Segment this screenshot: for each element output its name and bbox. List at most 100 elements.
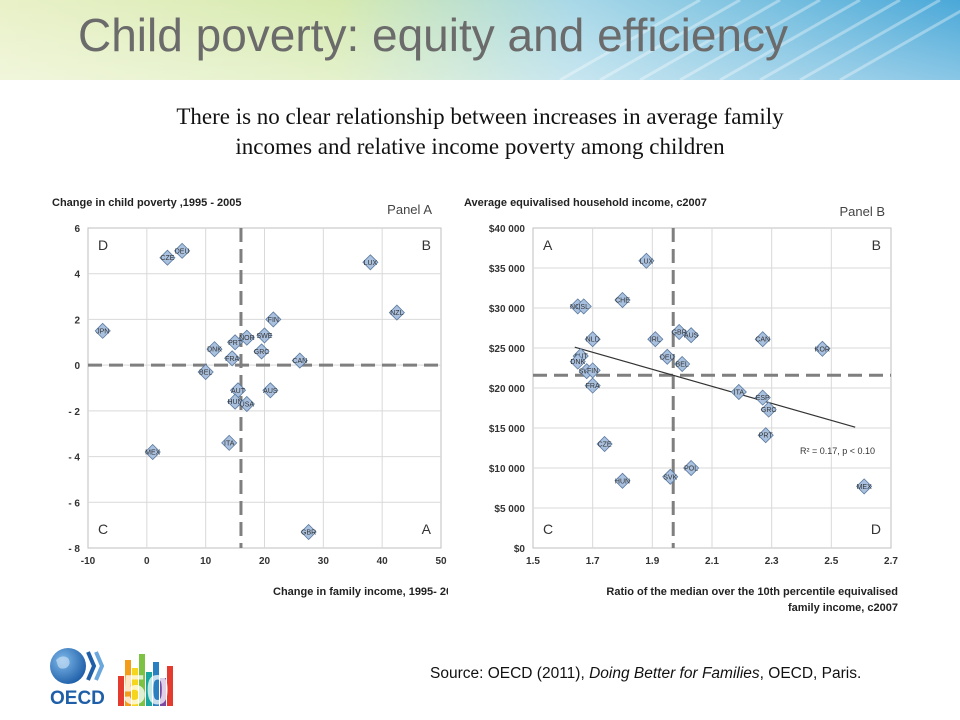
a-ytick-label: - 6: [68, 498, 80, 509]
a-point-aus: [262, 382, 279, 399]
panel-b-title: Average equivalised household income, c2…: [464, 197, 707, 209]
fifty-bar: [146, 672, 152, 706]
b-point-dnk: [569, 353, 586, 370]
panel-b-label: Panel B: [839, 204, 885, 219]
a-point-usa: [238, 395, 255, 413]
a-xtick-label: 20: [259, 556, 271, 567]
panel-a-label: Panel A: [387, 202, 432, 217]
b-xtick-label: 1.7: [586, 556, 600, 567]
a-point-label-mex: MEX: [145, 450, 161, 457]
b-point-label-prt: PRT: [759, 433, 774, 440]
b-point-label-hun: HUN: [615, 478, 630, 485]
b-point-label-irl: IRL: [650, 337, 661, 344]
b-point-fra: [584, 377, 601, 394]
b-ytick-label: $10 000: [489, 464, 526, 475]
b-xtick-label: 2.7: [884, 556, 898, 567]
b-point-label-deu: DEU: [660, 354, 675, 361]
b-point-label-pol: POL: [684, 466, 698, 473]
b-point-che: [614, 291, 631, 309]
panel-b-xlabel-line-1: Ratio of the median over the 10th percen…: [606, 586, 898, 598]
source-suffix: , OECD, Paris.: [759, 665, 862, 682]
a-point-label-fra: FRA: [225, 356, 239, 363]
a-ytick-label: 4: [74, 270, 80, 281]
a-point-label-aus: AUS: [263, 388, 278, 395]
b-point-isl: [575, 298, 592, 315]
a-point-label-jpn: JPN: [96, 328, 109, 335]
a-point-bel: [197, 363, 214, 381]
a-xtick-label: 40: [377, 556, 389, 567]
b-point-pol: [683, 459, 700, 477]
b-point-label-fra: FRA: [586, 383, 600, 390]
b-point-lux: [638, 252, 655, 269]
a-quadrant-d: D: [98, 237, 108, 253]
a-xtick-label: -10: [81, 556, 96, 567]
panel-a-xlabel: Change in family income, 1995- 2005: [273, 586, 448, 598]
a-point-nor: [238, 329, 255, 346]
fifty-bar: [132, 668, 138, 706]
a-point-label-ita: ITA: [224, 440, 235, 447]
b-point-label-cze: CZE: [598, 442, 612, 449]
b-xtick-label: 1.9: [645, 556, 659, 567]
fifty-bar: [125, 660, 131, 706]
a-point-prt: [227, 334, 244, 351]
fifty-bar: [118, 676, 124, 706]
b-xtick-label: 1.5: [526, 556, 540, 567]
subtitle-line-2: incomes and relative income poverty amon…: [235, 134, 725, 159]
a-point-label-grc: GRC: [254, 349, 270, 356]
b-ytick-label: $30 000: [489, 304, 526, 315]
b-point-grc: [760, 401, 777, 418]
b-ytick-label: $5 000: [494, 504, 525, 515]
a-point-ita: [221, 434, 238, 451]
a-ytick-label: 6: [74, 224, 80, 235]
slide-title: Child poverty: equity and efficiency: [78, 9, 788, 61]
source-note: Source: OECD (2011), Doing Better for Fa…: [430, 665, 861, 683]
b-point-kor: [814, 340, 831, 357]
a-point-label-gbr: GBR: [301, 530, 316, 537]
a-point-grc: [253, 343, 270, 360]
a-point-nzl: [388, 304, 405, 321]
b-ytick-label: $35 000: [489, 264, 526, 275]
a-point-label-swe: SWE: [257, 333, 273, 340]
banner-gradient: [0, 0, 960, 80]
b-point-bel: [674, 355, 691, 373]
fifty-bar: [153, 662, 159, 706]
b-point-label-mex: MEX: [857, 484, 873, 491]
a-quadrant-c: C: [98, 521, 108, 537]
b-point-esp: [754, 389, 771, 406]
b-point-prt: [757, 427, 774, 444]
a-xtick-label: 30: [318, 556, 330, 567]
b-point-label-gbr: GBR: [672, 330, 687, 337]
b-quadrant-a: A: [543, 237, 553, 253]
a-point-cze: [159, 249, 176, 266]
b-point-label-svk: SVK: [663, 474, 677, 481]
b-point-label-kor: KOR: [815, 346, 830, 353]
a-point-label-usa: USA: [240, 402, 255, 409]
fifty-bar: [167, 666, 173, 706]
b-point-gbr: [671, 323, 688, 341]
oecd-logo: OECD 50: [50, 648, 173, 708]
a-point-label-cze: CZE: [160, 255, 174, 262]
b-xtick-label: 2.5: [824, 556, 838, 567]
panel-b-ticks: 1.5 1.7 1.9 2.1 2.3 2.5 2.7 $40 000 $35 000 $30 0…: [489, 224, 899, 567]
b-point-cze: [596, 435, 613, 453]
a-ytick-label: - 4: [68, 453, 80, 464]
panel-b-dividers: [533, 228, 891, 548]
a-ytick-label: 2: [74, 315, 80, 326]
b-xtick-label: 2.3: [765, 556, 779, 567]
b-point-label-isl: ISL: [578, 304, 589, 311]
b-quadrant-b: B: [872, 237, 881, 253]
b-xtick-label: 2.1: [705, 556, 719, 567]
a-ytick-label: - 8: [68, 544, 80, 555]
subtitle-line-1: There is no clear relationship between i…: [176, 104, 784, 129]
b-quadrant-d: D: [871, 521, 881, 537]
a-point-mex: [144, 443, 161, 461]
a-point-fra: [224, 350, 241, 367]
b-ytick-label: $15 000: [489, 424, 526, 435]
a-point-label-lux: LUX: [364, 260, 378, 267]
a-point-jpn: [94, 322, 111, 339]
a-quadrant-b: B: [422, 237, 431, 253]
b-point-label-aus: AUS: [684, 333, 699, 340]
a-point-fin: [265, 311, 282, 328]
chevron-icon: [86, 651, 97, 681]
